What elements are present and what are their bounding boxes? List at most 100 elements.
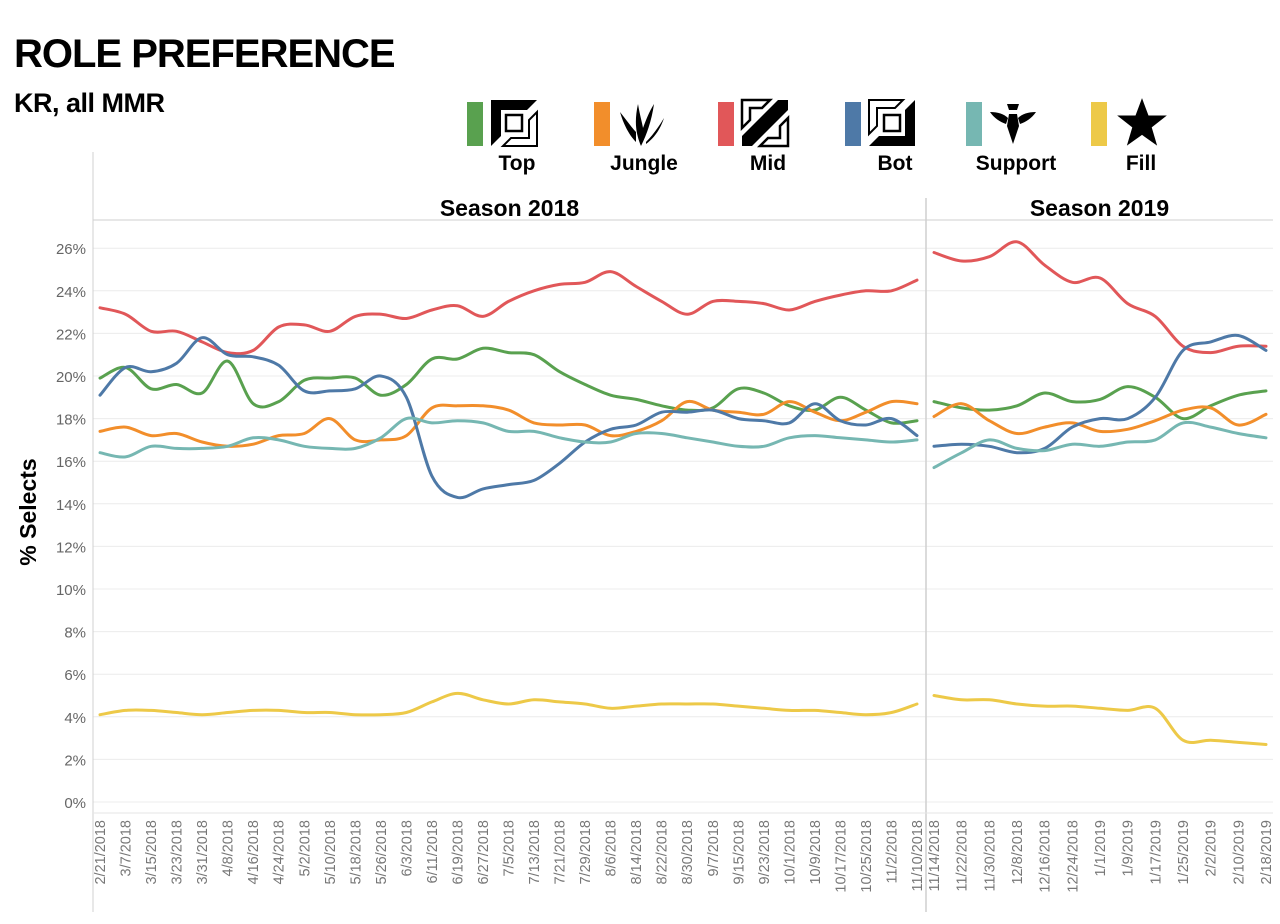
x-tick-label: 7/13/2018 — [527, 820, 543, 885]
x-tick-label: 8/14/2018 — [629, 820, 645, 885]
mid-role-icon — [740, 98, 790, 148]
y-tick-label: 10% — [56, 582, 86, 599]
x-tick-label: 7/21/2018 — [553, 820, 569, 885]
x-tick-label: 1/9/2019 — [1121, 820, 1137, 876]
x-tick-label: 1/1/2019 — [1093, 820, 1109, 876]
y-tick-label: 8% — [64, 625, 86, 642]
gridlines — [93, 247, 1273, 803]
x-tick-label: 5/10/2018 — [323, 820, 339, 885]
series-line-mid-1 — [932, 240, 1268, 355]
x-tick-label: 4/8/2018 — [221, 820, 237, 876]
x-tick-label: 2/10/2019 — [1231, 820, 1247, 885]
x-tick-label: 3/15/2018 — [144, 820, 160, 885]
x-tick-label: 5/26/2018 — [374, 820, 390, 885]
series-line-bot-1 — [932, 333, 1268, 455]
x-tick-label: 2/21/2018 — [93, 820, 109, 885]
x-tick-label: 4/24/2018 — [272, 820, 288, 885]
legend-swatch-fill — [1091, 102, 1107, 146]
panel-header-1: Season 2019 — [1030, 195, 1169, 221]
x-tick-label: 7/29/2018 — [578, 820, 594, 885]
legend-label-jungle: Jungle — [610, 152, 678, 175]
x-tick-label: 8/22/2018 — [655, 820, 671, 885]
y-tick-label: 16% — [56, 454, 86, 471]
x-tick-label: 6/19/2018 — [450, 820, 466, 885]
y-tick-label: 14% — [56, 497, 86, 514]
chart-frame — [92, 152, 1273, 912]
y-tick-label: 4% — [64, 710, 86, 727]
y-tick-label: 12% — [56, 539, 86, 556]
panel-header-0: Season 2018 — [440, 195, 580, 221]
y-tick-label: 26% — [56, 241, 86, 258]
series-line-top-1 — [932, 385, 1268, 421]
x-tick-label: 11/22/2018 — [955, 820, 971, 892]
x-tick-label: 12/24/2018 — [1065, 820, 1081, 893]
legend-swatch-mid — [718, 102, 734, 146]
series-line-bot-0 — [98, 336, 919, 500]
legend-label-mid: Mid — [749, 152, 787, 175]
series-line-fill-1 — [932, 694, 1268, 746]
x-tick-label: 3/7/2018 — [119, 820, 135, 876]
x-tick-label: 10/17/2018 — [833, 820, 849, 893]
series-line-fill-0 — [98, 691, 919, 717]
legend-label-support: Support — [975, 152, 1057, 175]
y-tick-label: 24% — [56, 284, 86, 301]
x-tick-label: 11/30/2018 — [982, 820, 998, 892]
legend-swatch-bot — [845, 102, 861, 146]
y-tick-label: 22% — [56, 326, 86, 343]
legend-swatch-jungle — [594, 102, 610, 146]
legend-label-bot: Bot — [877, 152, 913, 175]
x-tick-label: 7/5/2018 — [502, 820, 518, 876]
x-tick-label: 10/9/2018 — [808, 820, 824, 885]
bot-role-icon — [868, 99, 915, 146]
series-lines — [98, 240, 1268, 746]
series-line-jungle-1 — [932, 402, 1268, 436]
x-tick-label: 10/1/2018 — [782, 820, 798, 885]
y-axis-ticks: 0% 2% 4% 6% 8% 10% 12% 14% 16% 18% 20% 22% 24% 26% — [56, 241, 86, 812]
x-tick-label: 10/25/2018 — [859, 820, 875, 893]
x-tick-label: 9/7/2018 — [706, 820, 722, 876]
legend-swatch-top — [467, 102, 483, 146]
x-tick-label: 11/10/2018 — [910, 820, 926, 892]
x-tick-label: 4/16/2018 — [246, 820, 262, 885]
x-tick-label: 2/2/2019 — [1204, 820, 1220, 876]
x-tick-label: 8/6/2018 — [604, 820, 620, 876]
y-tick-label: 20% — [56, 369, 86, 386]
support-role-icon — [990, 104, 1036, 144]
legend-label-top: Top — [498, 152, 536, 175]
x-tick-label: 11/14/2018 — [927, 820, 943, 892]
x-axis-ticks: 2/21/2018 3/7/2018 3/15/2018 3/23/2018 3/31/… — [93, 820, 1275, 893]
series-line-jungle-0 — [98, 399, 919, 448]
panel-headers: Season 2018 Season 2019 — [440, 195, 1169, 221]
series-line-support-1 — [932, 420, 1268, 470]
x-tick-label: 6/3/2018 — [399, 820, 415, 876]
top-role-icon — [491, 100, 538, 147]
x-tick-label: 6/11/2018 — [425, 820, 441, 883]
x-tick-label: 2/18/2019 — [1259, 820, 1275, 885]
chart-subtitle: KR, all MMR — [14, 88, 165, 118]
y-tick-label: 6% — [64, 667, 86, 684]
x-tick-label: 5/2/2018 — [297, 820, 313, 876]
x-tick-label: 11/2/2018 — [884, 820, 900, 883]
chart-title: ROLE PREFERENCE — [14, 32, 396, 76]
x-tick-label: 9/15/2018 — [731, 820, 747, 885]
star-icon — [1117, 98, 1167, 146]
x-tick-label: 12/16/2018 — [1038, 820, 1054, 893]
x-tick-label: 3/23/2018 — [170, 820, 186, 885]
x-tick-label: 9/23/2018 — [757, 820, 773, 885]
series-line-support-0 — [98, 416, 919, 459]
x-tick-label: 1/25/2019 — [1176, 820, 1192, 885]
x-tick-label: 8/30/2018 — [680, 820, 696, 885]
x-tick-label: 3/31/2018 — [195, 820, 211, 885]
series-line-mid-0 — [98, 270, 919, 356]
legend-swatch-support — [966, 102, 982, 146]
y-tick-label: 18% — [56, 412, 86, 429]
jungle-role-icon — [620, 104, 664, 146]
legend-label-fill: Fill — [1125, 152, 1157, 175]
series-line-top-0 — [98, 346, 919, 425]
x-tick-label: 12/8/2018 — [1010, 820, 1026, 885]
x-tick-label: 5/18/2018 — [348, 820, 364, 885]
x-tick-label: 1/17/2019 — [1148, 820, 1164, 885]
y-tick-label: 0% — [64, 795, 86, 812]
x-tick-label: 6/27/2018 — [476, 820, 492, 885]
